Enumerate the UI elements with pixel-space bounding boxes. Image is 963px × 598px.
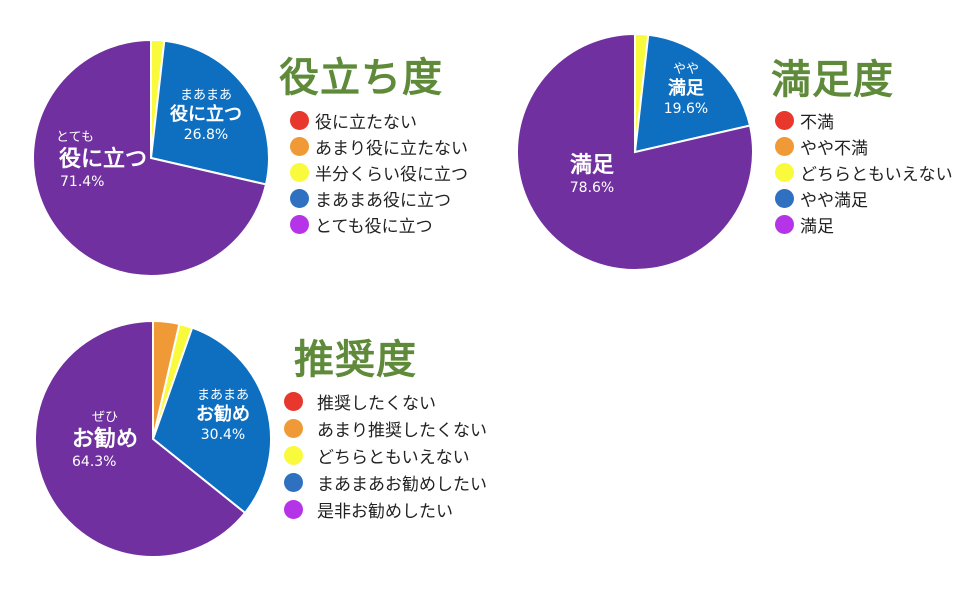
legend-item: やや満足 <box>775 185 953 211</box>
legend-item: まあまあ役に立つ <box>290 185 468 211</box>
recommendation-label-somewhat: まあまあ お勧め 30.4% <box>196 388 250 443</box>
legend-label: どちらともいえない <box>800 164 953 185</box>
legend-label: まあまあ役に立つ <box>315 190 451 211</box>
legend-label: 推奨したくない <box>317 394 436 414</box>
legend-label: 是非お勧めしたい <box>317 502 453 522</box>
legend-item: 推奨したくない <box>284 388 487 415</box>
slice-high <box>32 38 268 277</box>
usefulness-pie <box>32 38 270 277</box>
satisfaction-pie <box>516 32 754 271</box>
legend-label: やや満足 <box>800 190 868 211</box>
legend-dot <box>775 188 794 208</box>
legend-item: まあまあお勧めしたい <box>284 469 487 496</box>
legend-dot <box>290 162 309 182</box>
recommendation-label-definitely: ぜひ お勧め 64.3% <box>71 410 138 470</box>
legend-dot <box>290 110 309 130</box>
legend-label: あまり推奨したくない <box>317 421 487 441</box>
legend-label: 役に立たない <box>315 112 417 133</box>
legend-dot <box>290 136 309 156</box>
legend-label: やや不満 <box>800 138 868 159</box>
legend-dot <box>290 188 309 208</box>
legend-label: 不満 <box>800 112 834 133</box>
slice-somewhat <box>633 33 752 154</box>
legend-label: 半分くらい役に立つ <box>315 164 468 185</box>
legend-dot <box>284 500 303 519</box>
satisfaction-chart: やや 満足 19.6% 満足 78.6% 満足度 不満 やや不満 どちらともいえ… <box>480 0 963 300</box>
slice-somewhat <box>151 326 272 515</box>
slice-somewhat <box>149 39 270 186</box>
legend-item: 半分くらい役に立つ <box>290 159 468 185</box>
satisfaction-label-satisfied: 満足 78.6% <box>569 153 615 196</box>
usefulness-label-somewhat: まあまあ 役に立つ 26.8% <box>170 88 242 143</box>
legend-item: やや不満 <box>775 133 953 159</box>
satisfaction-label-somewhat: やや 満足 19.6% <box>663 62 709 117</box>
legend-item: 是非お勧めしたい <box>284 496 487 523</box>
legend-label: まあまあお勧めしたい <box>317 475 487 495</box>
legend-dot <box>775 110 794 130</box>
satisfaction-title: 満足度 <box>771 57 894 103</box>
recommendation-chart: まあまあ お勧め 30.4% ぜひ お勧め 64.3% 推奨度 推奨したくない … <box>0 300 520 598</box>
usefulness-label-very: とても 役に立つ 71.4% <box>56 130 147 190</box>
usefulness-chart: まあまあ 役に立つ 26.8% とても 役に立つ 71.4% 役立ち度 役に立た… <box>0 0 480 300</box>
legend-dot <box>284 419 303 438</box>
legend-label: あまり役に立たない <box>315 138 468 159</box>
legend-dot <box>775 162 794 182</box>
legend-item: とても役に立つ <box>290 211 468 237</box>
legend-item: あまり役に立たない <box>290 133 468 159</box>
legend-item: 役に立たない <box>290 107 468 133</box>
legend-label: 満足 <box>800 216 834 237</box>
legend-dot <box>775 136 794 156</box>
legend-item: 不満 <box>775 107 953 133</box>
satisfaction-legend: 不満 やや不満 どちらともいえない やや満足 満足 <box>775 107 953 237</box>
legend-item: どちらともいえない <box>284 442 487 469</box>
legend-dot <box>284 446 303 465</box>
legend-item: 満足 <box>775 211 953 237</box>
usefulness-legend: 役に立たない あまり役に立たない 半分くらい役に立つ まあまあ役に立つ とても役… <box>290 107 468 237</box>
recommendation-pie <box>34 319 272 558</box>
legend-dot <box>290 214 309 234</box>
usefulness-title: 役立ち度 <box>279 55 443 101</box>
slice-high <box>34 319 247 558</box>
legend-dot <box>284 392 303 411</box>
legend-item: あまり推奨したくない <box>284 415 487 442</box>
legend-label: とても役に立つ <box>315 216 433 237</box>
recommendation-title: 推奨度 <box>294 337 417 383</box>
legend-dot <box>284 473 303 492</box>
legend-label: どちらともいえない <box>317 448 470 468</box>
legend-dot <box>775 214 794 234</box>
legend-item: どちらともいえない <box>775 159 953 185</box>
recommendation-legend: 推奨したくない あまり推奨したくない どちらともいえない まあまあお勧めしたい … <box>284 388 487 523</box>
slice-high <box>516 32 754 271</box>
